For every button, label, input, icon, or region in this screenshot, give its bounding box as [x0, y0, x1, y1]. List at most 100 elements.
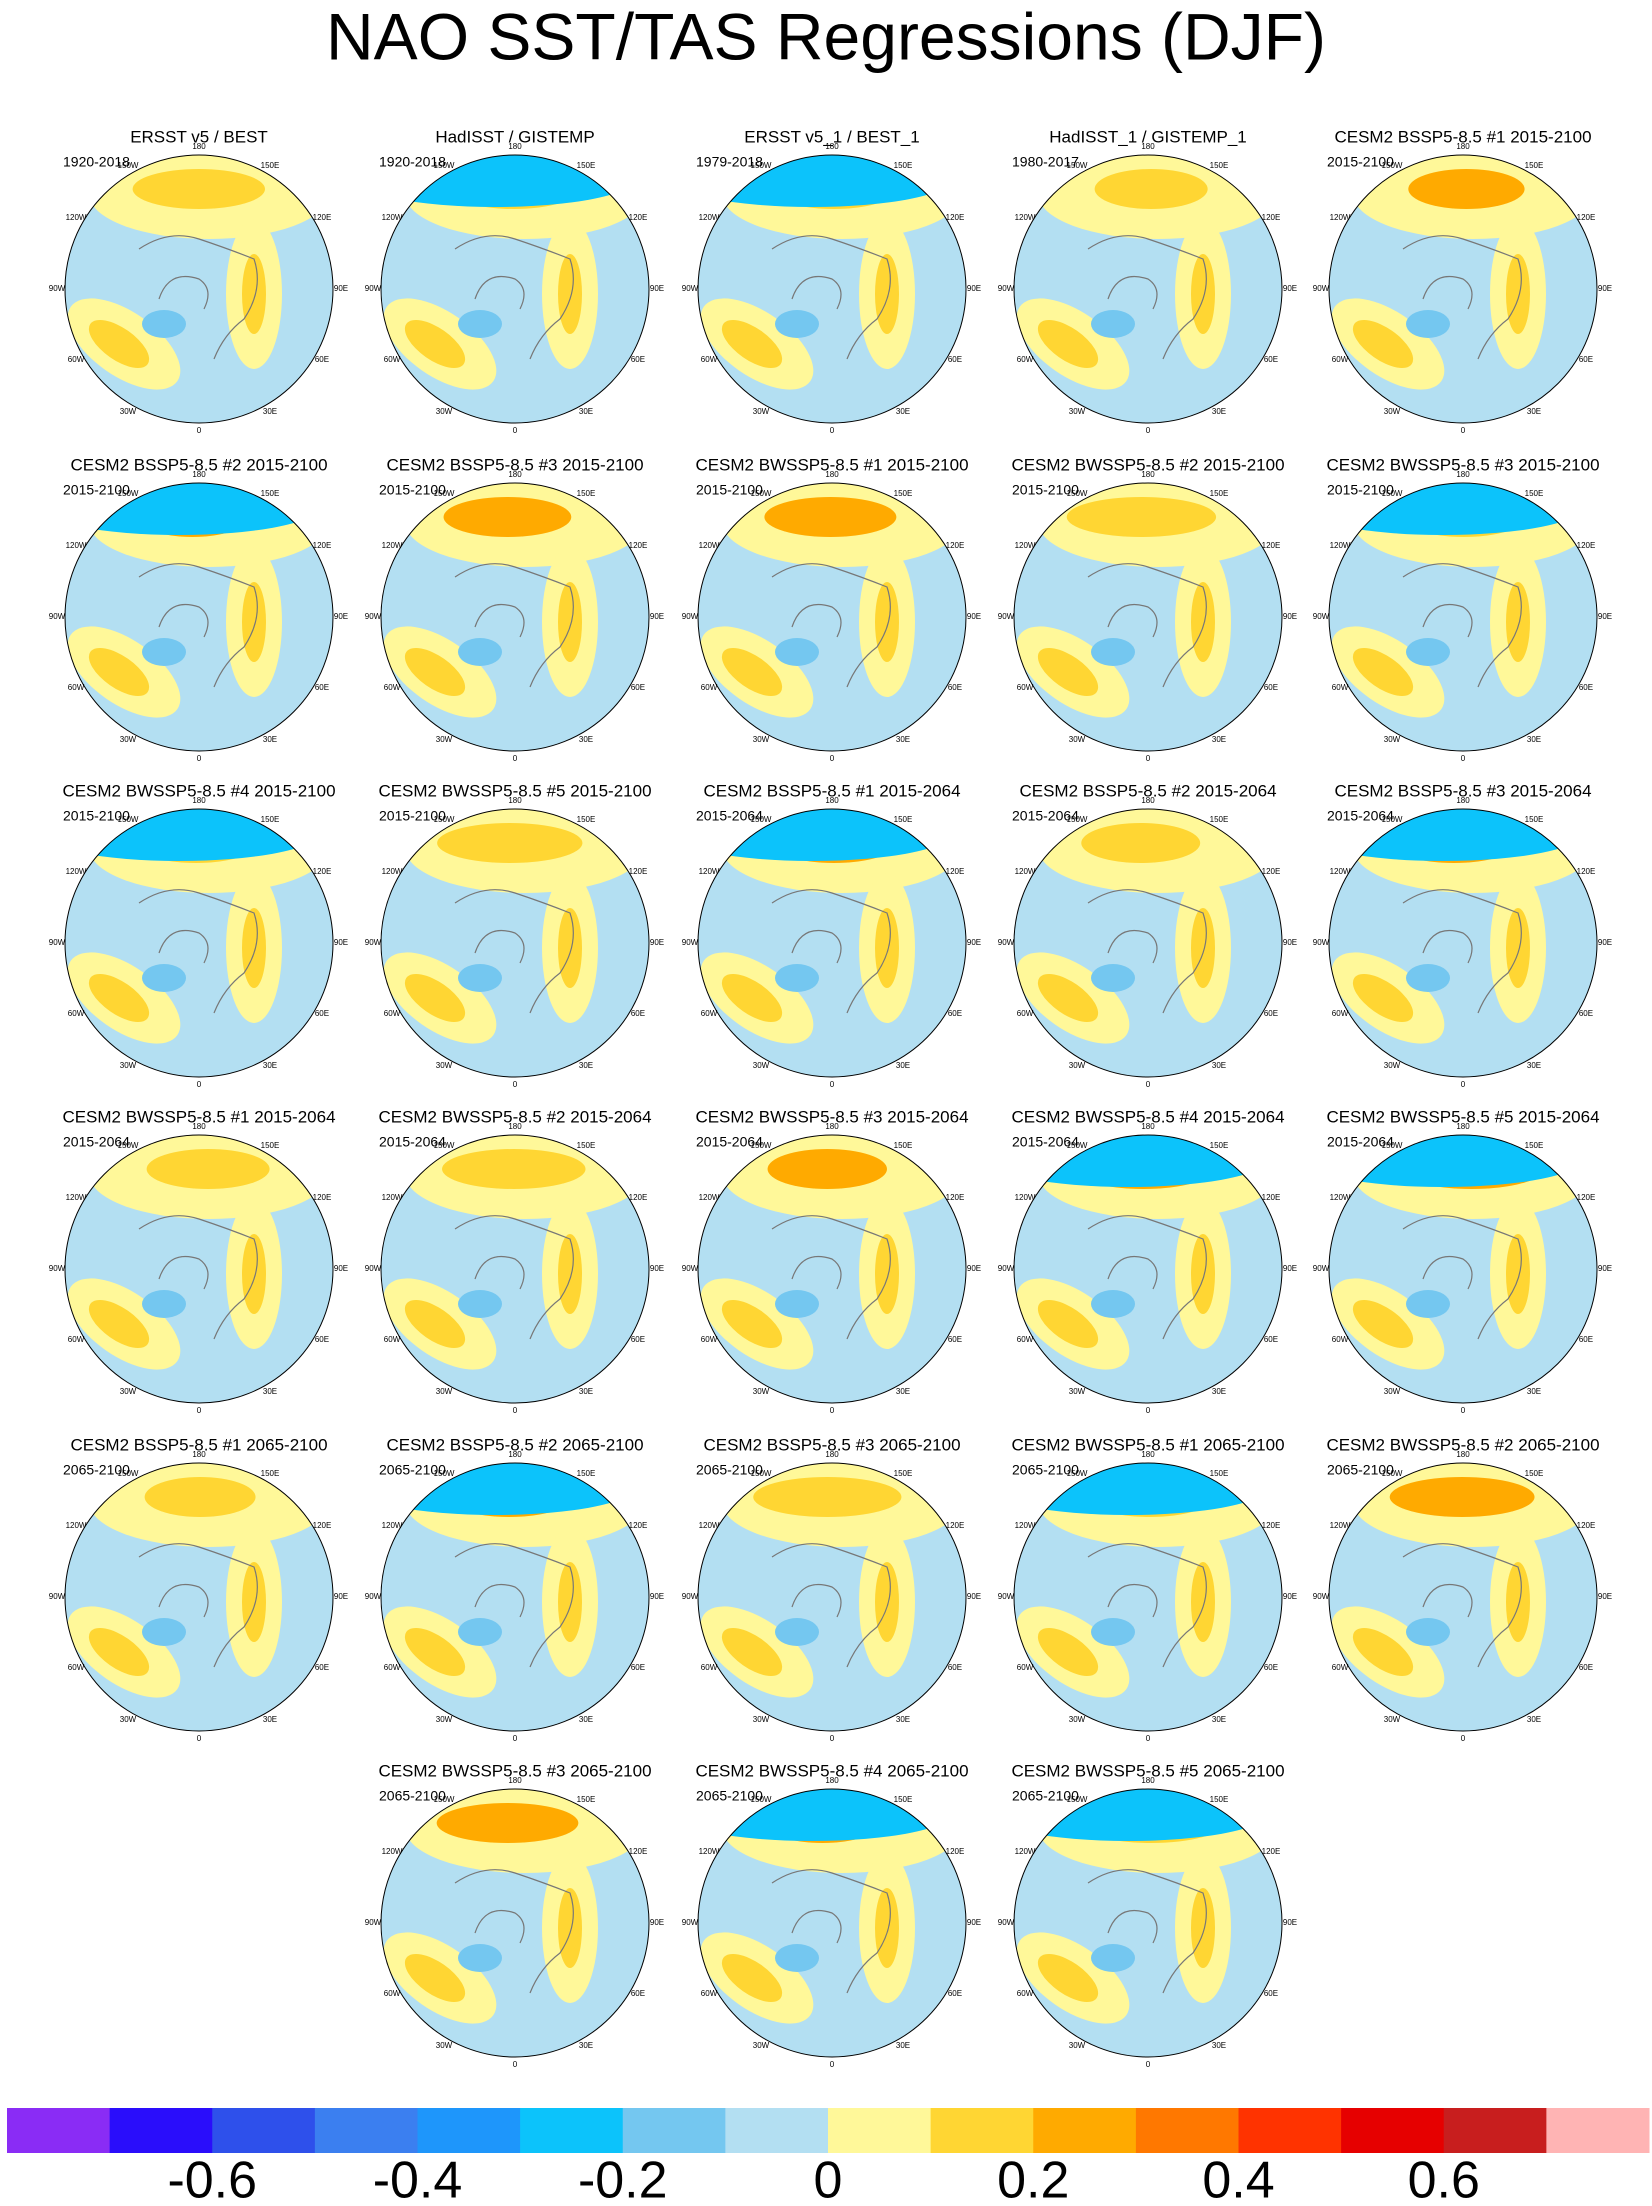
coastline [454, 1543, 574, 1668]
longitude-label: 30E [263, 407, 277, 416]
longitude-label: 60E [948, 683, 962, 692]
longitude-label: 90E [650, 1918, 664, 1927]
coastline [138, 1215, 258, 1340]
longitude-label: 90W [1313, 938, 1330, 947]
longitude-label: 150E [261, 815, 280, 824]
anomaly-region [1191, 1562, 1215, 1642]
anomaly-region [1406, 638, 1450, 666]
anomaly-region [442, 1149, 586, 1189]
longitude-label: 90E [967, 1592, 981, 1601]
longitude-label: 150W [1382, 161, 1403, 170]
anomaly-region [767, 1149, 888, 1189]
anomaly-region [1037, 1954, 1099, 2002]
panel-title: CESM2 BWSSP5-8.5 #1 2015-2064 [62, 1107, 335, 1126]
longitude-label: 90W [1313, 284, 1330, 293]
longitude-label: 90W [49, 1592, 66, 1601]
anomaly-region [1094, 169, 1208, 209]
longitude-label: 90E [967, 1918, 981, 1927]
longitude-label: 30W [753, 1061, 770, 1070]
longitude-label: 120E [946, 867, 965, 876]
coastline [1087, 889, 1207, 1014]
anomaly-region [242, 254, 266, 334]
longitude-label: 120W [66, 867, 87, 876]
longitude-label: 60W [1332, 355, 1349, 364]
longitude-label: 30W [436, 407, 453, 416]
colorbar-tick-label: 0 [814, 2152, 843, 2206]
map-field [381, 1135, 649, 1403]
longitude-label: 30W [1384, 407, 1401, 416]
longitude-label: 90E [334, 612, 348, 621]
longitude-label: 150W [118, 815, 139, 824]
longitude-label: 60E [631, 1335, 645, 1344]
panel-title: ERSST v5 / BEST [130, 127, 268, 146]
coastline [1402, 1543, 1522, 1668]
longitude-label: 150W [1067, 1795, 1088, 1804]
longitude-label: 0 [1461, 1734, 1466, 1743]
longitude-label: 60E [1579, 1663, 1593, 1672]
anomaly-region [1037, 1300, 1099, 1348]
anomaly-region [1389, 1477, 1535, 1517]
longitude-label: 180 [1141, 1450, 1155, 1459]
longitude-label: 150E [261, 489, 280, 498]
longitude-label: 120E [313, 213, 332, 222]
longitude-label: 0 [197, 1734, 202, 1743]
map-field [381, 809, 649, 1077]
longitude-label: 180 [825, 1450, 839, 1459]
panel-period: 2015-2064 [1327, 1134, 1394, 1150]
longitude-label: 60E [1579, 355, 1593, 364]
map-field [381, 483, 649, 751]
longitude-label: 30E [579, 735, 593, 744]
longitude-label: 30W [753, 407, 770, 416]
longitude-label: 150W [751, 161, 772, 170]
longitude-label: 0 [197, 1080, 202, 1089]
panel-period: 2015-2100 [1012, 482, 1079, 498]
longitude-label: 30E [896, 407, 910, 416]
map-panel: CESM2 BSSP5-8.5 #3 2015-2100 2015-2100 180… [365, 455, 664, 763]
longitude-label: 90E [334, 1592, 348, 1601]
panel-title: CESM2 BWSSP5-8.5 #4 2065-2100 [695, 1761, 968, 1780]
longitude-label: 30W [436, 1387, 453, 1396]
panel-period: 2065-2100 [379, 1462, 446, 1478]
longitude-label: 150E [894, 1469, 913, 1478]
longitude-label: 150E [894, 1141, 913, 1150]
longitude-label: 30W [753, 735, 770, 744]
longitude-label: 150E [1525, 1469, 1544, 1478]
longitude-label: 60W [1332, 1663, 1349, 1672]
anomaly-region [875, 1562, 899, 1642]
anomaly-region [1191, 582, 1215, 662]
longitude-label: 90E [967, 1264, 981, 1273]
longitude-label: 60E [1264, 1009, 1278, 1018]
longitude-label: 150E [577, 1469, 596, 1478]
longitude-label: 180 [192, 1450, 206, 1459]
longitude-label: 30E [579, 2041, 593, 2050]
longitude-label: 150E [577, 161, 596, 170]
map-border [697, 808, 967, 1078]
longitude-label: 0 [1146, 1080, 1151, 1089]
longitude-label: 30W [1069, 1061, 1086, 1070]
anomaly-region [1191, 1234, 1215, 1314]
map-panel: CESM2 BSSP5-8.5 #2 2015-2064 2015-2064 180… [998, 781, 1297, 1089]
longitude-label: 30E [1527, 735, 1541, 744]
map-border [380, 1788, 650, 2058]
map-border [1013, 482, 1283, 752]
panel-period: 2015-2100 [379, 808, 446, 824]
colorbar-box [1135, 2108, 1239, 2153]
longitude-label: 150E [577, 489, 596, 498]
panel-period: 2015-2100 [63, 482, 130, 498]
longitude-label: 180 [508, 796, 522, 805]
map-border [697, 154, 967, 424]
colorbar-box [109, 2108, 213, 2153]
longitude-label: 150E [1210, 815, 1229, 824]
longitude-label: 120W [1330, 1521, 1351, 1530]
longitude-label: 30E [263, 1387, 277, 1396]
longitude-label: 0 [1146, 426, 1151, 435]
longitude-label: 180 [825, 142, 839, 151]
longitude-label: 90E [334, 938, 348, 947]
longitude-label: 0 [513, 2060, 518, 2069]
map-field [65, 155, 333, 423]
panel-title: CESM2 BWSSP5-8.5 #2 2065-2100 [1326, 1435, 1599, 1454]
longitude-label: 90W [365, 1918, 382, 1927]
longitude-label: 150W [434, 1795, 455, 1804]
map-field [381, 1789, 649, 2057]
coastline [138, 889, 258, 1014]
